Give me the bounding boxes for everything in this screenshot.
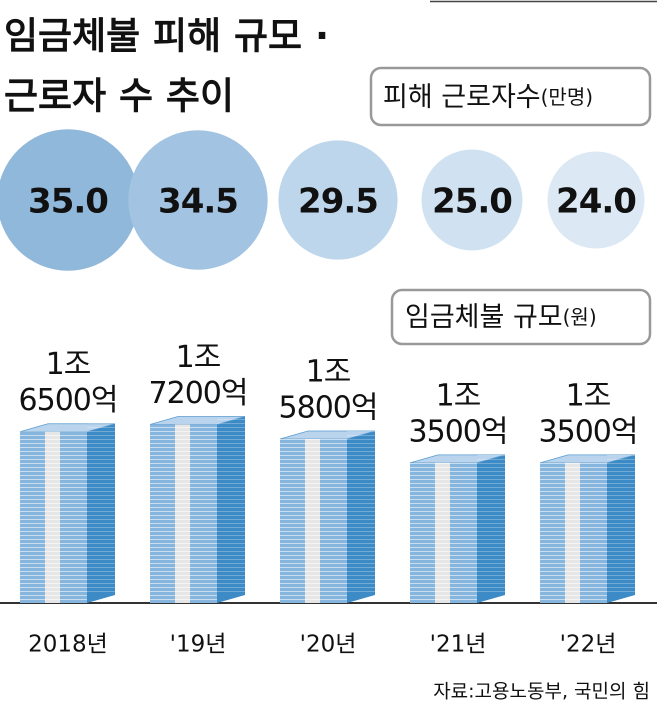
value-label: 35.0 — [28, 182, 108, 222]
legend-box — [369, 66, 652, 127]
bar-texture — [540, 462, 607, 603]
bar-texture — [280, 438, 347, 603]
title-line: 근로자 수 추이 — [4, 75, 234, 118]
bar-texture — [410, 462, 477, 603]
legend-title: 피해 근로자수(만명) — [383, 82, 593, 113]
bubble — [547, 151, 645, 249]
x-tick-label: '21년 — [430, 632, 487, 658]
value-label: 1조 — [566, 378, 611, 413]
bar-texture — [150, 424, 217, 603]
value-label: 5800억 — [279, 390, 378, 425]
title-line: 임금체불 피해 규모 · — [4, 15, 329, 58]
bar-side-texture — [87, 423, 115, 595]
bar-side-texture — [217, 416, 245, 595]
bubble — [0, 129, 139, 271]
bubble — [128, 130, 268, 270]
x-tick-label: '20년 — [300, 632, 357, 658]
value-label: 1조 — [46, 347, 91, 382]
value-label: 7200억 — [149, 376, 248, 411]
value-label: 1조 — [436, 378, 481, 413]
value-label: 29.5 — [298, 182, 378, 222]
value-label: 24.0 — [556, 182, 636, 222]
bubble — [421, 149, 523, 251]
bar-texture — [20, 431, 87, 603]
bubble — [278, 140, 398, 260]
value-label: 34.5 — [158, 182, 238, 222]
x-tick-label: '19년 — [170, 632, 227, 658]
value-label: 6500억 — [19, 383, 118, 418]
bar-side-texture — [477, 454, 505, 595]
legend-title: 임금체불 규모(원) — [405, 302, 597, 333]
legend-box — [390, 288, 652, 346]
value-label: 1조 — [176, 340, 221, 375]
source: 자료:고용노동부, 국민의 힘 — [433, 681, 650, 703]
value-label: 3500억 — [409, 414, 508, 449]
value-label: 25.0 — [432, 182, 512, 222]
x-tick-label: '22년 — [560, 632, 617, 658]
bar-side-texture — [607, 454, 635, 595]
value-label: 1조 — [306, 354, 351, 389]
value-label: 3500억 — [539, 414, 638, 449]
bar-side-texture — [347, 430, 375, 595]
x-tick-label: 2018년 — [28, 632, 108, 658]
